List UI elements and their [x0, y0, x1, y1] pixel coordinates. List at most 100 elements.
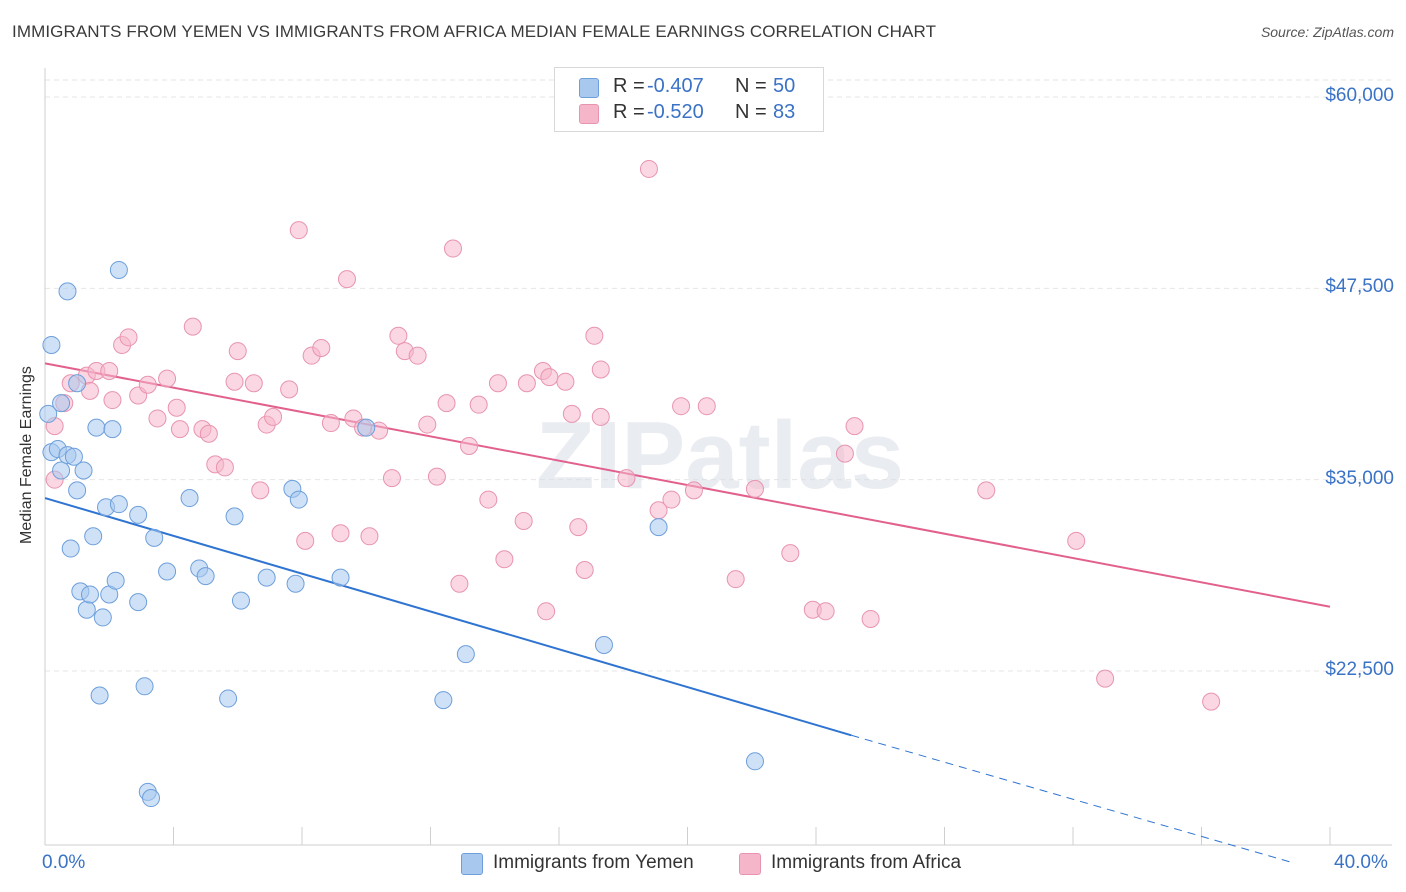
data-point-yemen: [77, 600, 96, 619]
data-point-africa: [726, 570, 745, 589]
data-point-africa: [382, 469, 401, 488]
data-point-africa: [360, 527, 379, 546]
data-point-yemen: [257, 568, 276, 587]
data-point-africa: [215, 458, 234, 477]
data-point-africa: [977, 481, 996, 500]
data-point-yemen: [64, 447, 83, 466]
data-point-africa: [1067, 531, 1086, 550]
data-point-yemen: [456, 645, 475, 664]
data-point-africa: [591, 407, 610, 426]
data-point-africa: [517, 374, 536, 393]
data-point-yemen: [289, 490, 308, 509]
data-point-africa: [639, 159, 658, 178]
data-point-africa: [280, 380, 299, 399]
legend-n-label: N =: [735, 75, 767, 97]
data-point-africa: [199, 424, 218, 443]
data-point-africa: [469, 395, 488, 414]
data-point-africa: [845, 417, 864, 436]
bottom-legend-yemen: Immigrants from Yemen: [461, 852, 721, 876]
data-point-africa: [251, 481, 270, 500]
data-point-yemen: [68, 374, 87, 393]
data-point-africa: [225, 372, 244, 391]
data-point-africa: [460, 436, 479, 455]
data-point-africa: [562, 404, 581, 423]
data-point-yemen: [52, 394, 71, 413]
data-point-africa: [591, 360, 610, 379]
data-point-yemen: [196, 567, 215, 586]
bottom-legend-label-africa: Immigrants from Africa: [771, 852, 962, 873]
data-point-yemen: [106, 571, 125, 590]
series-yemen-points: [39, 260, 764, 808]
data-point-africa: [556, 372, 575, 391]
data-point-yemen: [286, 574, 305, 593]
data-point-africa: [495, 550, 514, 569]
data-point-yemen: [145, 528, 164, 547]
data-point-yemen: [61, 539, 80, 558]
data-point-yemen: [745, 752, 764, 771]
data-point-africa: [835, 444, 854, 463]
data-point-yemen: [158, 562, 177, 581]
data-point-africa: [437, 394, 456, 413]
data-point-yemen: [231, 591, 250, 610]
source-label: Source: ZipAtlas.com: [1260, 24, 1394, 40]
data-point-yemen: [142, 789, 161, 808]
data-point-africa: [264, 407, 283, 426]
data-point-africa: [443, 239, 462, 258]
data-point-africa: [103, 391, 122, 410]
data-point-africa: [745, 479, 764, 498]
data-point-yemen: [129, 593, 148, 612]
y-tick-label: $47,500: [1325, 276, 1394, 298]
data-point-africa: [1096, 669, 1115, 688]
data-point-yemen: [331, 568, 350, 587]
bottom-legend-swatch-africa: [739, 853, 761, 875]
x-tick-label-min: 0.0%: [42, 852, 86, 873]
data-point-yemen: [39, 404, 58, 423]
legend-row-africa: R = -0.520 N = 83: [555, 101, 823, 127]
legend-r-value: -0.520: [647, 101, 704, 123]
data-point-africa: [296, 531, 315, 550]
data-point-africa: [244, 374, 263, 393]
data-point-africa: [1202, 692, 1221, 711]
data-point-africa: [312, 339, 331, 358]
data-point-yemen: [109, 495, 128, 514]
data-point-yemen: [357, 418, 376, 437]
data-point-yemen: [109, 260, 128, 279]
data-point-yemen: [84, 527, 103, 546]
data-point-yemen: [58, 282, 77, 301]
correlation-legend: R = -0.407 N = 50 R = -0.520 N = 83: [554, 67, 824, 132]
legend-n-value: 50: [773, 75, 796, 97]
data-point-africa: [138, 375, 157, 394]
data-point-africa: [861, 609, 880, 628]
data-point-yemen: [434, 691, 453, 710]
data-point-africa: [183, 317, 202, 336]
legend-r-label: R =: [613, 101, 645, 123]
data-point-africa: [684, 481, 703, 500]
legend-swatch-africa: [579, 104, 599, 124]
data-point-africa: [427, 467, 446, 486]
data-point-africa: [228, 342, 247, 361]
data-point-yemen: [80, 585, 99, 604]
legend-n-value: 83: [773, 101, 796, 123]
data-point-africa: [697, 397, 716, 416]
gridlines: [45, 79, 1392, 672]
data-point-africa: [514, 511, 533, 530]
data-point-africa: [575, 560, 594, 579]
data-point-yemen: [52, 461, 71, 480]
trend-line-yemen: [44, 497, 852, 737]
x-tick-label-max: 40.0%: [1334, 852, 1388, 873]
data-point-yemen: [594, 635, 613, 654]
data-point-africa: [569, 518, 588, 537]
data-point-africa: [816, 602, 835, 621]
data-point-yemen: [225, 507, 244, 526]
data-point-africa: [119, 328, 138, 347]
data-point-africa: [781, 544, 800, 563]
data-point-africa: [331, 524, 350, 543]
data-point-africa: [488, 374, 507, 393]
data-point-yemen: [87, 418, 106, 437]
data-point-africa: [321, 414, 340, 433]
data-point-africa: [672, 397, 691, 416]
bottom-legend-label-yemen: Immigrants from Yemen: [493, 852, 694, 873]
y-tick-label: $60,000: [1325, 85, 1394, 106]
data-point-africa: [148, 409, 167, 428]
